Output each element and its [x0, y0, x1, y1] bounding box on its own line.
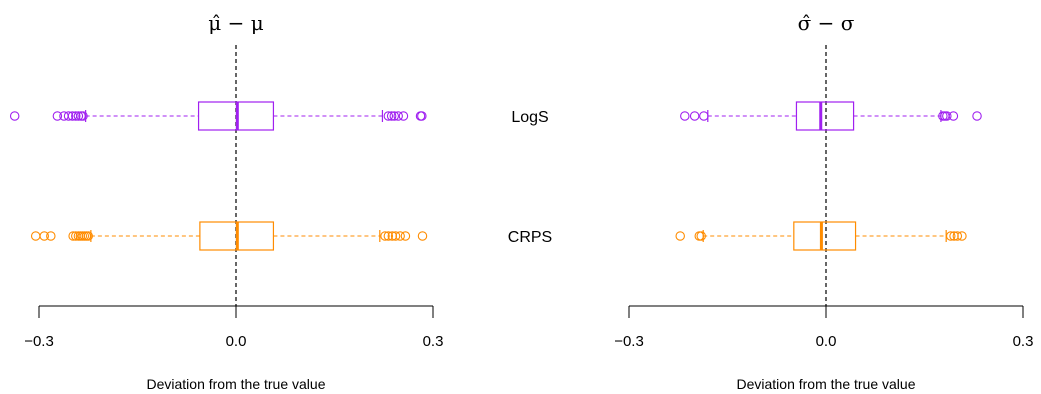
x-tick-label: −0.3 [24, 333, 54, 350]
x-tick-label: 0.3 [423, 333, 444, 350]
outlier-point [46, 231, 56, 241]
outlier-point [696, 231, 706, 241]
outlier-point [694, 231, 705, 241]
outlier-point [73, 111, 84, 121]
category-label-crps: CRPS [508, 229, 552, 246]
outlier-point [942, 111, 952, 121]
outlier-point [389, 111, 400, 121]
outlier-point [383, 111, 394, 121]
outlier-point [52, 111, 63, 121]
outlier-point [9, 111, 20, 121]
outlier-point [395, 231, 405, 241]
outlier-point [946, 231, 956, 241]
category-label-logs: LogS [511, 109, 548, 126]
x-axis-label: Deviation from the true value [147, 376, 326, 392]
outlier-point [386, 111, 397, 121]
outlier-point [675, 231, 685, 241]
iqr-box [793, 221, 857, 251]
outlier-point [948, 111, 959, 121]
outlier-point [699, 111, 709, 121]
outlier-point [83, 231, 94, 241]
x-tick-label: 0.0 [226, 333, 247, 350]
x-tick-label: −0.3 [614, 333, 644, 350]
outlier-point [393, 111, 403, 121]
panel-1: μ̂ − μ −0.3 0.0 0.3 Deviation from the true … [9, 11, 444, 392]
iqr-box [795, 101, 855, 131]
outlier-point [940, 111, 950, 121]
box-crps [30, 221, 428, 251]
panel-2: σ̂ − σ −0.3 0.0 0.3 Deviation from the true … [614, 11, 1033, 392]
outlier-point [68, 231, 78, 241]
outlier-point [78, 111, 88, 121]
x-tick-label: 0.0 [816, 333, 837, 350]
outlier-point [957, 231, 967, 241]
box-logs [680, 101, 982, 131]
box-crps [675, 221, 967, 251]
outlier-point [390, 231, 401, 241]
outlier-point [952, 231, 963, 241]
panel-title: σ̂ − σ [798, 11, 855, 35]
box-logs [9, 101, 427, 131]
outlier-point [417, 231, 428, 241]
outlier-point [417, 111, 427, 121]
outlier-point [39, 231, 50, 241]
outlier-point [71, 111, 81, 121]
outlier-point [383, 231, 394, 241]
outlier-point [680, 111, 690, 121]
outlier-point [63, 111, 74, 121]
panel-title: μ̂ − μ [208, 11, 263, 35]
x-tick-label: 0.3 [1013, 333, 1034, 350]
outlier-point [400, 231, 411, 241]
x-axis-label: Deviation from the true value [737, 376, 916, 392]
outlier-point [398, 111, 409, 121]
outlier-point [30, 231, 41, 241]
outlier-point [689, 111, 700, 121]
outlier-point [380, 231, 390, 241]
outlier-point [972, 111, 982, 121]
